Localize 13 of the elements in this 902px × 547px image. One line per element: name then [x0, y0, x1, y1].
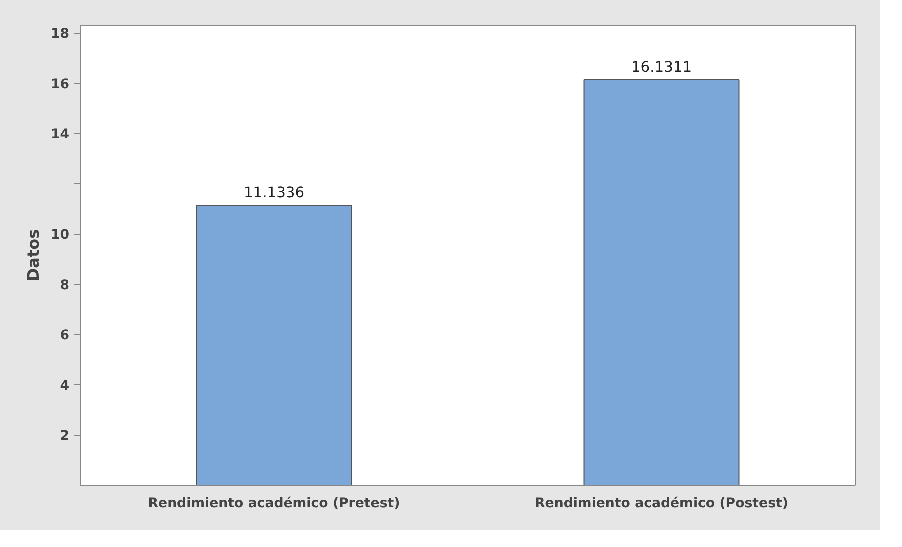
y-tick-label: 2: [60, 429, 70, 444]
y-tick-label: 8: [60, 278, 70, 294]
y-tick-label: 16: [50, 77, 70, 92]
y-tick-label: 14: [50, 128, 70, 143]
data-label: 11.1336: [244, 184, 305, 202]
data-label: 16.1311: [631, 59, 692, 76]
y-tick-label: 6: [60, 328, 70, 344]
y-tick-label: 4: [60, 378, 70, 394]
x-tick-label: Rendimiento académico (Pretest): [148, 496, 400, 512]
y-tick-label: 18: [50, 27, 70, 42]
y-tick-label: 10: [50, 228, 70, 244]
x-tick-label: Rendimiento académico (Postest): [535, 496, 788, 512]
y-axis-title: Datos: [24, 229, 43, 282]
